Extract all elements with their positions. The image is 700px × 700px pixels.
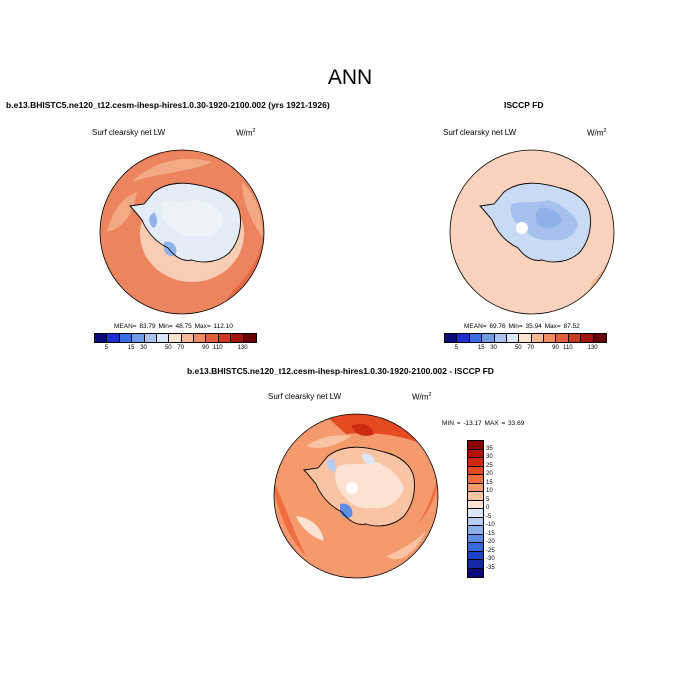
colorbar-label: 5 [454, 345, 459, 351]
colorbar-label: -5 [486, 513, 492, 520]
colorbar-label: 35 [486, 445, 493, 452]
panel-3-units: W/m2 [412, 392, 432, 402]
colorbar-label: 5 [104, 345, 109, 351]
panel-1-stats: MEAN= 83.79 Min= 48.75 Max= 112.10 [114, 323, 233, 330]
colorbar-swatch [231, 334, 244, 342]
colorbar-label: 15 [477, 345, 485, 351]
colorbar-swatch [107, 334, 120, 342]
panel-2-units: W/m2 [587, 128, 607, 138]
colorbar-swatch [169, 334, 182, 342]
panel-1-variable-label: Surf clearsky net LW [92, 128, 166, 137]
colorbar-swatch [132, 334, 145, 342]
colorbar-swatch [144, 334, 157, 342]
panel-2-polar-map [449, 149, 615, 315]
panel-3-colorbar [467, 440, 484, 578]
colorbar-swatch [468, 509, 483, 518]
colorbar-label: 70 [527, 345, 535, 351]
colorbar-swatch [218, 334, 232, 342]
colorbar-swatch [506, 334, 520, 342]
colorbar-swatch [468, 543, 483, 552]
colorbar-label: 30 [490, 345, 497, 351]
colorbar-label: 50 [164, 345, 172, 351]
colorbar-label: -20 [486, 539, 495, 545]
colorbar-swatch [468, 517, 483, 526]
colorbar-label: 130 [587, 345, 598, 351]
panel-2-colorbar-labels: 5 15 30 50 70 90 110 130 [444, 345, 605, 355]
colorbar-label: 50 [514, 345, 522, 351]
colorbar-swatch [468, 449, 483, 458]
colorbar-swatch [468, 568, 483, 577]
colorbar-label: 5 [486, 496, 490, 503]
panel-2-stats: MEAN= 69.76 Min= 35.94 Max= 87.52 [464, 323, 580, 330]
colorbar-swatch [556, 334, 569, 342]
colorbar-swatch [468, 483, 483, 492]
colorbar-swatch [531, 334, 544, 342]
colorbar-swatch [468, 534, 483, 543]
colorbar-label: -25 [486, 547, 495, 554]
panel-1-units: W/m2 [236, 128, 256, 138]
colorbar-label: -30 [486, 556, 495, 562]
colorbar-label: 110 [213, 345, 223, 351]
colorbar-swatch [469, 334, 483, 342]
colorbar-label: -10 [486, 522, 495, 528]
colorbar-swatch [581, 334, 594, 342]
colorbar-label: 15 [486, 479, 493, 486]
colorbar-label: 130 [237, 345, 248, 351]
colorbar-swatch [494, 334, 507, 342]
colorbar-label: 30 [140, 345, 147, 351]
colorbar-swatch [194, 334, 207, 342]
colorbar-swatch [95, 334, 108, 342]
colorbar-label: 0 [486, 505, 490, 511]
colorbar-swatch [482, 334, 495, 342]
figure-title: ANN [327, 66, 373, 89]
colorbar-swatch [544, 334, 557, 342]
panel-2-colorbar [444, 333, 607, 343]
colorbar-swatch [156, 334, 170, 342]
colorbar-label: 10 [486, 488, 493, 494]
colorbar-swatch [206, 334, 219, 342]
colorbar-swatch [468, 492, 483, 501]
colorbar-swatch [519, 334, 532, 342]
panel-2-variable-label: Surf clearsky net LW [443, 128, 517, 137]
colorbar-label: 70 [177, 345, 185, 351]
panel-1-polar-map [99, 149, 265, 315]
colorbar-label: 25 [486, 462, 493, 469]
panel-2-case-title: ISCCP FD [504, 100, 544, 110]
colorbar-swatch [468, 551, 483, 560]
panel-3-case-title: b.e13.BHISTC5.ne120_t12.cesm-ihesp-hires… [187, 366, 494, 376]
colorbar-swatch [119, 334, 133, 342]
panel-1-colorbar [94, 333, 257, 343]
colorbar-swatch [568, 334, 582, 342]
colorbar-swatch [468, 441, 483, 450]
colorbar-swatch [457, 334, 470, 342]
colorbar-label: 30 [486, 454, 493, 460]
colorbar-label: 90 [552, 345, 559, 351]
colorbar-swatch [468, 500, 483, 509]
colorbar-label: -35 [486, 564, 495, 571]
colorbar-swatch [181, 334, 194, 342]
colorbar-swatch [468, 458, 483, 467]
colorbar-swatch [468, 466, 483, 475]
panel-3-polar-map [273, 413, 439, 579]
colorbar-label: 90 [202, 345, 209, 351]
colorbar-label: 15 [127, 345, 135, 351]
panel-1-colorbar-labels: 5 15 30 50 70 90 110 130 [94, 345, 255, 355]
panel-1-case-title: b.e13.BHISTC5.ne120_t12.cesm-ihesp-hires… [6, 100, 330, 110]
colorbar-swatch [468, 560, 483, 569]
panel-3-stats: MIN = -13.17 MAX = 33.69 [442, 420, 525, 427]
colorbar-label: 20 [486, 471, 493, 477]
colorbar-label: -15 [486, 530, 495, 537]
panel-3-variable-label: Surf clearsky net LW [268, 392, 342, 401]
colorbar-swatch [243, 334, 256, 342]
colorbar-swatch [593, 334, 606, 342]
colorbar-label: 110 [563, 345, 573, 351]
colorbar-swatch [445, 334, 458, 342]
colorbar-swatch [468, 475, 483, 484]
colorbar-swatch [468, 526, 483, 535]
